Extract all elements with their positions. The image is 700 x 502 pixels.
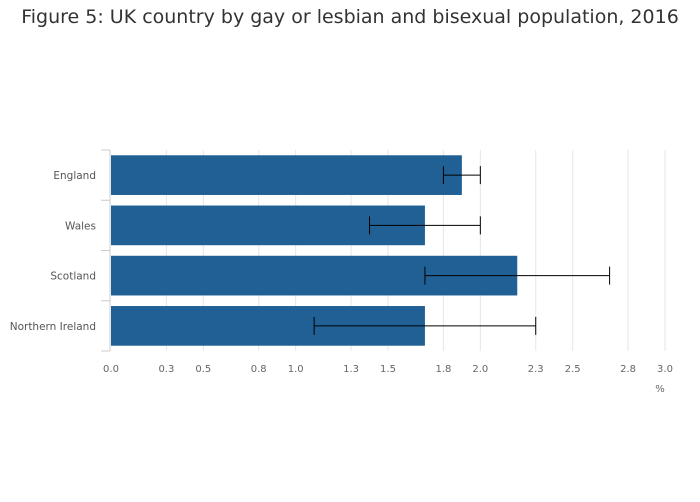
x-tick-label: 1.0 <box>288 364 304 375</box>
y-tick-label: Scotland <box>50 271 96 283</box>
chart-title: Figure 5: UK country by gay or lesbian a… <box>21 6 679 28</box>
y-tick-label: England <box>53 170 96 182</box>
x-tick-label: 2.5 <box>565 364 581 375</box>
x-tick-label: 0.5 <box>195 364 211 375</box>
y-tick-label: Wales <box>65 220 96 232</box>
x-tick-label: 1.3 <box>343 364 359 375</box>
y-axis: England Wales Scotland Northern Ireland <box>10 149 111 352</box>
x-tick-label: 0.0 <box>103 364 119 375</box>
y-tick-label: Northern Ireland <box>10 321 96 333</box>
x-tick-label: 1.5 <box>380 364 396 375</box>
x-tick-label: 1.8 <box>435 364 451 375</box>
x-axis-label: % <box>655 384 665 395</box>
x-tick-label: 2.8 <box>620 364 636 375</box>
bars <box>111 155 518 346</box>
error-bars <box>313 166 611 335</box>
x-tick-label: 2.3 <box>528 364 544 375</box>
x-tick-label: 0.3 <box>158 364 174 375</box>
x-axis: 0.0 0.3 0.5 0.8 1.0 1.3 1.5 1.8 2.0 2.3 2.5 2.8 3.0 <box>103 364 673 375</box>
bar <box>111 155 462 195</box>
x-tick-label: 2.0 <box>472 364 488 375</box>
x-tick-label: 3.0 <box>657 364 673 375</box>
x-tick-label: 0.8 <box>251 364 267 375</box>
